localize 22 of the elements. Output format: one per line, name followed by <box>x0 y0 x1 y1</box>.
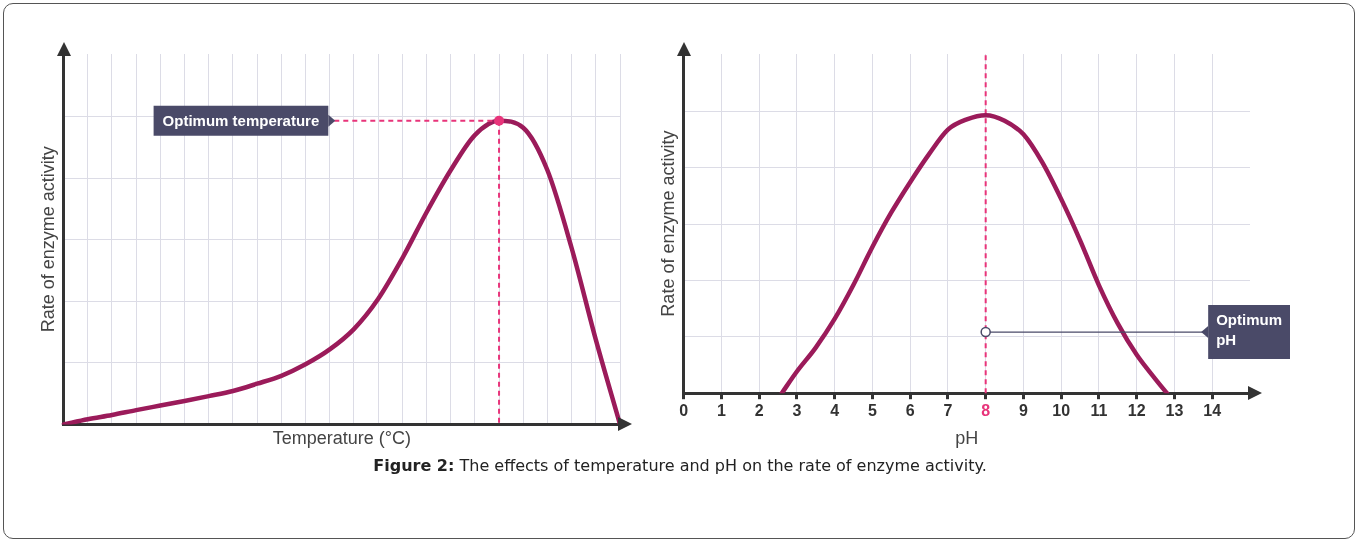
x-tick-label: 0 <box>679 402 689 420</box>
x-tick-label: 6 <box>905 402 915 420</box>
x-tick-label: 14 <box>1203 402 1222 420</box>
annotation: Optimum pH <box>1216 310 1283 348</box>
caption: Figure 2: The effects of temperature and pH on the rate of enzyme activity. <box>372 456 988 475</box>
x-axis-title: pH <box>955 428 979 449</box>
x-tick-label: 5 <box>867 402 877 420</box>
x-tick-label: 1 <box>716 402 726 420</box>
x-axis-title: Temperature (°C) <box>272 428 411 449</box>
x-tick-label: 11 <box>1090 402 1108 420</box>
x-tick-label: 4 <box>830 402 840 420</box>
x-tick-label: 12 <box>1127 402 1146 420</box>
x-tick-label: 7 <box>943 402 953 420</box>
x-tick-label: 10 <box>1052 402 1071 420</box>
x-tick-label: 8 <box>981 402 991 420</box>
x-tick-label: 13 <box>1165 402 1184 420</box>
x-tick-label: 2 <box>754 402 764 420</box>
x-tick-label: 9 <box>1018 402 1028 420</box>
y-axis-title: Rate of enzyme activity <box>37 146 58 333</box>
annotation: Optimum temperature <box>162 111 320 129</box>
x-tick-label: 3 <box>792 402 802 420</box>
y-axis-title: Rate of enzyme activity <box>657 130 678 317</box>
